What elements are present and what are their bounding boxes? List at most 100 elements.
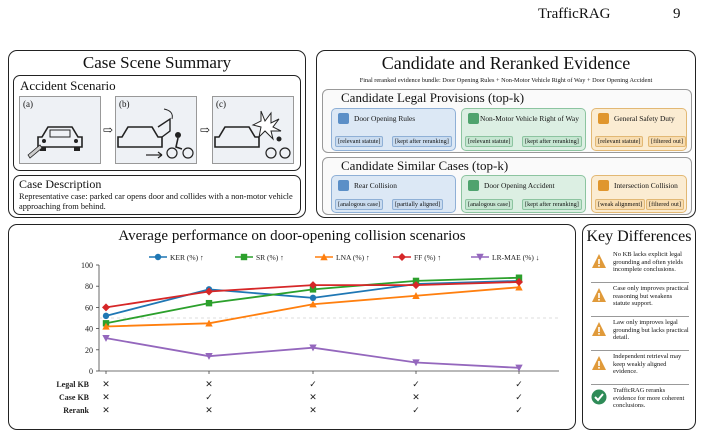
data-point: [102, 312, 110, 320]
table-mark: ✓: [515, 405, 523, 415]
warning-icon: [592, 322, 606, 336]
case-card-tag: [filtered out]: [646, 199, 684, 210]
legend-label: SR (%) ↑: [256, 253, 284, 262]
case-card-tag: [analogous case]: [465, 199, 514, 210]
data-point: [102, 303, 110, 312]
data-point: [412, 359, 420, 367]
divider: [591, 316, 689, 317]
case-description-text: Representative case: parked car opens do…: [19, 192, 293, 211]
data-point: [412, 292, 420, 299]
data-point: [309, 344, 317, 352]
table-mark: ✕: [205, 379, 213, 389]
table-mark: ✕: [102, 379, 110, 389]
gavel-icon: [338, 180, 349, 191]
data-point: [102, 322, 110, 330]
series-line-4: [105, 337, 520, 369]
table-row-label: Case KB: [59, 393, 90, 402]
gavel-icon: [468, 180, 479, 191]
divider: [591, 350, 689, 351]
table-mark: ✕: [102, 392, 110, 402]
arrow-icon: ⇨: [200, 123, 211, 137]
warning-icon: [592, 254, 606, 268]
data-point: [102, 334, 110, 342]
case-description-box: Case Description Representative case: pa…: [13, 175, 301, 215]
y-tick-label: 20: [85, 346, 93, 355]
legend-marker: [154, 253, 162, 261]
data-point: [515, 274, 523, 281]
case-card-tag: [weak alignment]: [595, 199, 646, 210]
scene-b-label: (b): [119, 99, 130, 109]
case-card-title: Door Opening Accident: [484, 181, 555, 190]
legal-card-title: General Safety Duty: [614, 114, 675, 123]
data-point: [309, 294, 317, 302]
accident-scenario-box: Accident Scenario (a) ⇨ (b): [13, 75, 301, 171]
warning-icon: [592, 356, 606, 370]
collision-icon: [214, 110, 291, 159]
similar-cases-box: Candidate Similar Cases (top-k) Rear Col…: [322, 157, 692, 215]
legend-label: KER (%) ↑: [170, 253, 204, 262]
legend-label: LR-MAE (%) ↓: [492, 253, 540, 262]
y-tick-label: 80: [85, 282, 93, 291]
door-opening-icon: [117, 108, 194, 159]
evidence-title: Candidate and Reranked Evidence: [381, 53, 631, 73]
case-card-title: Intersection Collision: [614, 181, 678, 190]
data-point: [205, 287, 213, 296]
y-tick-label: 0: [89, 367, 93, 376]
scene-c: (c): [212, 96, 294, 164]
data-point: [309, 281, 317, 290]
key-difference-text: Independent retrieval may keep weakly al…: [613, 353, 682, 375]
case-card: Rear Collision [analogous case] [partial…: [331, 175, 456, 213]
divider: [591, 282, 689, 283]
chart-panel: Average performance on door-opening coll…: [8, 224, 576, 430]
table-mark: ✓: [205, 392, 213, 402]
y-tick-label: 60: [85, 303, 93, 312]
y-tick-label: 40: [85, 325, 93, 334]
data-point: [205, 299, 213, 307]
legal-provisions-title: Candidate Legal Provisions (top-k): [341, 90, 525, 105]
page-number: 9: [673, 6, 681, 22]
gavel-icon: [598, 180, 609, 191]
divider: [591, 384, 689, 385]
legal-card-tag: [relevant statute]: [595, 136, 644, 147]
accident-scenario-label: Accident Scenario: [20, 78, 116, 93]
data-point: [205, 319, 213, 327]
case-card: Door Opening Accident [analogous case] […: [461, 175, 586, 213]
key-difference-text: TrafficRAG reranks evidence for more coh…: [613, 387, 685, 409]
chart-title: Average performance on door-opening coll…: [118, 228, 466, 244]
table-mark: ✕: [412, 392, 420, 402]
legal-card-tag: [relevant statute]: [335, 136, 384, 147]
case-card-tag: [analogous case]: [335, 199, 384, 210]
legend-marker: [476, 253, 484, 261]
case-description-label: Case Description: [19, 177, 102, 191]
y-tick-label: 100: [81, 261, 93, 270]
key-difference-text: Case only improves practical reasoning b…: [613, 285, 689, 307]
key-differences-title: Key Differences: [586, 228, 692, 245]
legal-card: Door Opening Rules [relevant statute] [k…: [331, 108, 456, 151]
arrow-icon: ⇨: [103, 123, 114, 137]
table-mark: ✕: [102, 405, 110, 415]
check-icon: [591, 389, 607, 405]
table-row-label: Rerank: [63, 406, 89, 415]
table-mark: ✕: [205, 405, 213, 415]
table-mark: ✓: [412, 405, 420, 415]
table-mark: ✓: [412, 379, 420, 389]
table-mark: ✓: [515, 379, 523, 389]
key-difference-text: Law only improves legal grounding but la…: [613, 319, 689, 341]
legend-label: FF (%) ↑: [414, 253, 441, 262]
legend-marker: [398, 253, 406, 261]
legal-card: Non-Motor Vehicle Right of Way [relevant…: [461, 108, 586, 151]
case-scene-summary-panel: Case Scene Summary Accident Scenario (a)…: [8, 50, 306, 218]
data-point: [515, 283, 523, 291]
case-card-tag: [partially aligned]: [392, 199, 444, 210]
document-icon: [338, 113, 349, 124]
case-card: Intersection Collision [weak alignment] …: [591, 175, 687, 213]
table-row-label: Legal KB: [56, 380, 89, 389]
data-point: [205, 352, 213, 360]
table-mark: ✓: [309, 379, 317, 389]
legal-card-title: Door Opening Rules: [354, 114, 416, 123]
data-point: [515, 364, 523, 372]
legal-card-tag: [relevant statute]: [465, 136, 514, 147]
case-summary-title: Case Scene Summary: [82, 53, 232, 72]
evidence-panel: Candidate and Reranked Evidence Final re…: [316, 50, 696, 218]
table-mark: ✕: [309, 405, 317, 415]
